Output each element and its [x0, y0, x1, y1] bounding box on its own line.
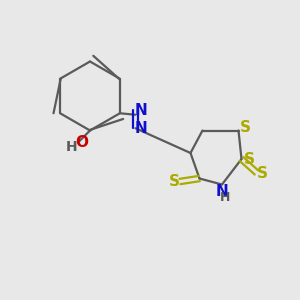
Text: N: N	[135, 121, 148, 136]
Text: N: N	[216, 184, 228, 199]
Text: H: H	[220, 190, 230, 204]
Text: S: S	[240, 120, 250, 135]
Text: N: N	[135, 103, 148, 118]
Text: O: O	[75, 135, 88, 150]
Text: S: S	[244, 152, 254, 166]
Text: S: S	[169, 174, 179, 189]
Text: S: S	[257, 167, 268, 182]
Text: H: H	[65, 140, 77, 154]
